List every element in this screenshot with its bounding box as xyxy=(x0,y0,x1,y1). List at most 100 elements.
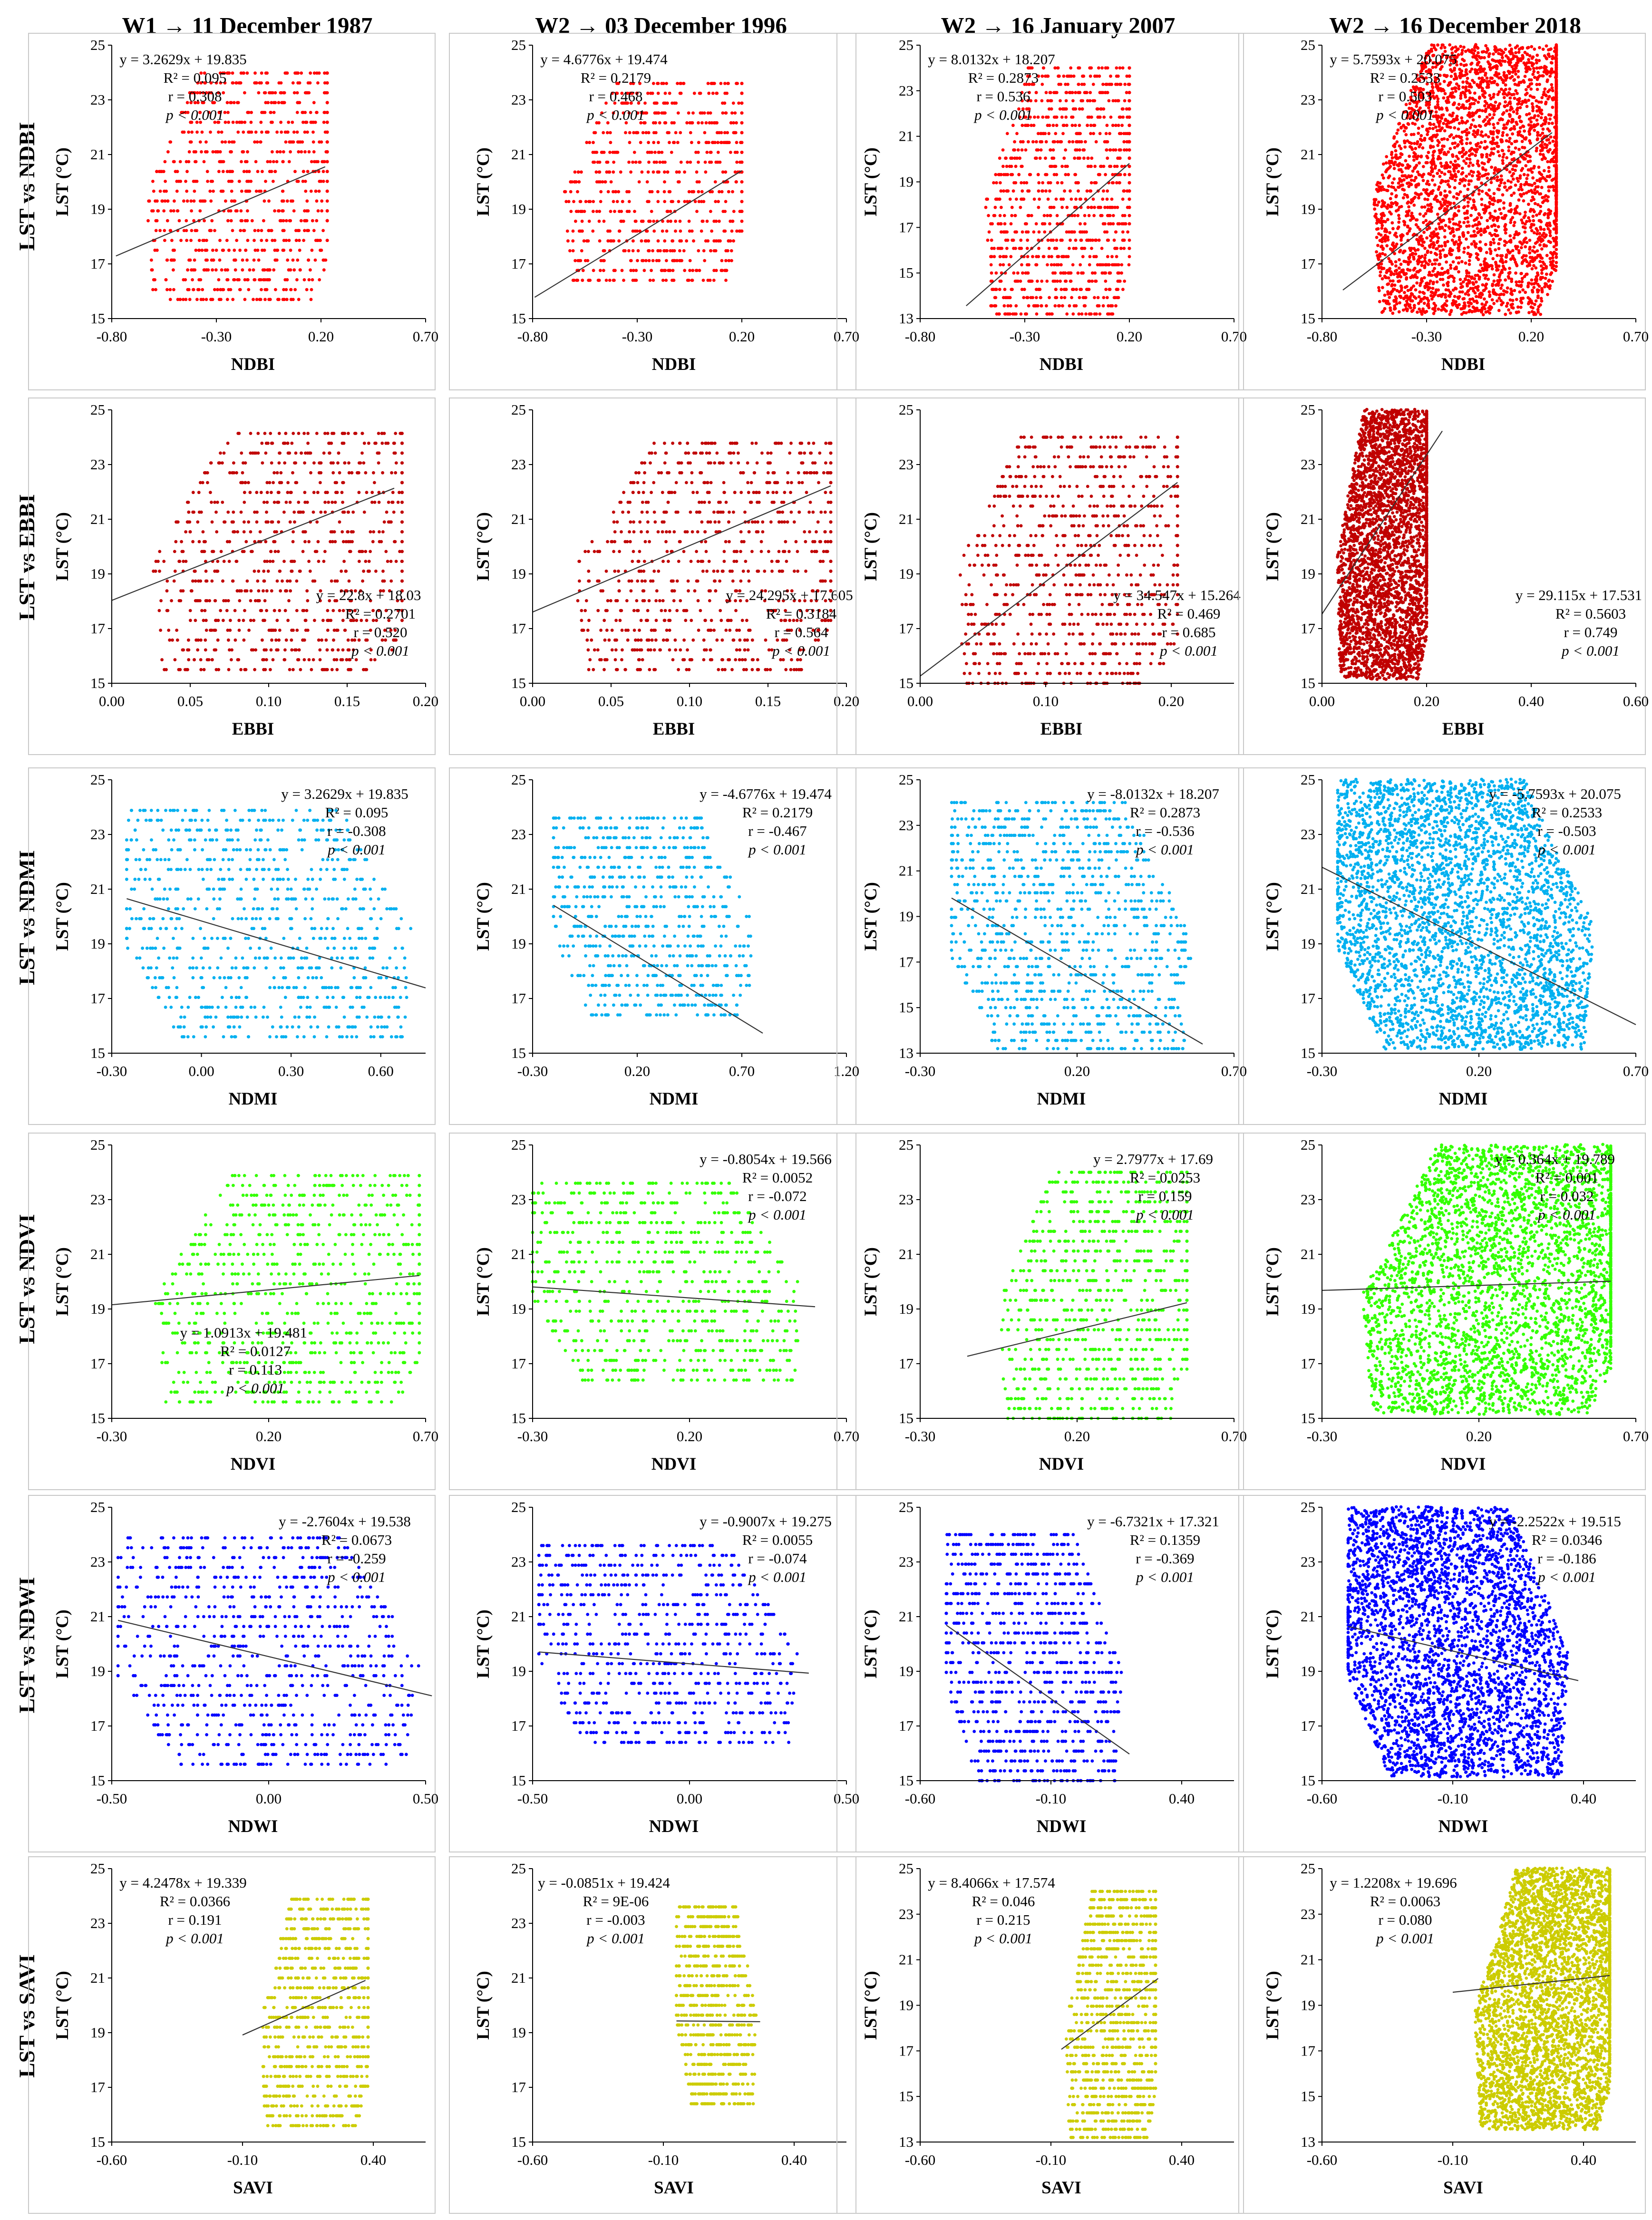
data-point xyxy=(1055,124,1059,127)
data-point xyxy=(1397,221,1400,224)
data-point xyxy=(1536,271,1539,275)
data-point xyxy=(1037,247,1040,250)
data-point xyxy=(602,131,605,135)
y-tick-label: 17 xyxy=(899,219,913,235)
data-point xyxy=(588,220,591,223)
data-point xyxy=(985,198,988,201)
data-point xyxy=(1507,149,1510,153)
data-point xyxy=(1120,124,1124,127)
data-point xyxy=(323,111,327,114)
data-point xyxy=(1088,263,1091,267)
data-point xyxy=(652,141,655,144)
data-point xyxy=(1080,239,1083,242)
data-point xyxy=(1483,174,1486,177)
data-point xyxy=(1520,284,1523,287)
annotation-p: p < 0.001 xyxy=(586,107,645,123)
data-point xyxy=(1459,241,1462,244)
data-point xyxy=(1105,148,1108,152)
data-point xyxy=(256,249,260,252)
data-point xyxy=(1098,132,1102,136)
data-point xyxy=(301,111,304,114)
data-point xyxy=(267,229,270,233)
data-point xyxy=(652,220,655,223)
data-point xyxy=(1048,247,1051,250)
data-point xyxy=(1104,83,1108,86)
data-point xyxy=(247,190,250,193)
data-point xyxy=(1483,162,1486,165)
data-point xyxy=(266,131,270,134)
data-point xyxy=(1089,132,1092,136)
data-point xyxy=(1419,213,1422,216)
data-point xyxy=(260,131,263,134)
data-point xyxy=(165,288,169,291)
y-tick-label: 25 xyxy=(511,37,526,53)
data-point xyxy=(1013,312,1016,316)
data-point xyxy=(1498,208,1501,211)
data-point xyxy=(263,278,267,281)
data-point xyxy=(1428,204,1431,207)
data-point xyxy=(691,111,695,115)
data-point xyxy=(1482,313,1485,316)
data-point xyxy=(1419,155,1423,159)
data-point xyxy=(612,200,615,204)
data-point xyxy=(577,170,580,174)
data-point xyxy=(1020,165,1024,168)
data-point xyxy=(235,239,238,242)
data-point xyxy=(1474,291,1477,295)
data-point xyxy=(1448,220,1451,223)
data-point xyxy=(1520,246,1523,250)
data-point xyxy=(218,259,222,262)
data-point xyxy=(1460,179,1464,183)
data-point xyxy=(691,121,694,125)
data-point xyxy=(1027,214,1030,217)
data-point xyxy=(1538,171,1541,174)
data-point xyxy=(1551,256,1555,260)
data-point xyxy=(717,200,720,204)
data-point xyxy=(205,298,208,301)
data-point xyxy=(193,190,196,193)
data-point xyxy=(1487,188,1491,192)
data-point xyxy=(678,249,681,252)
data-point xyxy=(1474,185,1477,189)
data-point xyxy=(1411,215,1414,218)
data-point xyxy=(1083,231,1086,234)
data-point xyxy=(239,229,242,233)
data-point xyxy=(714,180,717,184)
data-point xyxy=(661,161,665,164)
data-point xyxy=(303,219,306,223)
data-point xyxy=(238,180,241,183)
data-point xyxy=(1377,227,1380,231)
data-point xyxy=(1528,155,1532,158)
data-point xyxy=(1458,182,1461,185)
data-point xyxy=(159,190,162,193)
data-point xyxy=(1097,296,1100,300)
data-point xyxy=(217,131,220,134)
data-point xyxy=(1491,298,1494,301)
data-point xyxy=(1373,214,1377,218)
data-point xyxy=(176,298,180,301)
data-point xyxy=(1471,164,1475,167)
data-point xyxy=(230,190,233,193)
data-point xyxy=(1108,148,1112,152)
data-point xyxy=(1380,205,1383,208)
data-point xyxy=(1419,193,1423,196)
data-point xyxy=(1427,302,1430,305)
data-point xyxy=(663,180,666,184)
data-point xyxy=(1504,260,1507,263)
data-point xyxy=(295,71,299,75)
data-point xyxy=(188,150,191,154)
data-point xyxy=(194,249,198,252)
data-point xyxy=(1412,197,1416,200)
data-point xyxy=(1497,309,1501,312)
data-point xyxy=(683,170,686,174)
data-point xyxy=(735,180,738,184)
data-point xyxy=(1095,239,1098,242)
data-point xyxy=(303,209,306,213)
data-point xyxy=(1467,224,1471,228)
data-point xyxy=(1471,174,1474,177)
data-point xyxy=(1402,178,1406,182)
data-point xyxy=(1508,170,1512,174)
row-label-ndbi: LST vs NDBI xyxy=(15,122,39,251)
data-point xyxy=(1530,189,1533,192)
data-point xyxy=(1108,99,1111,103)
